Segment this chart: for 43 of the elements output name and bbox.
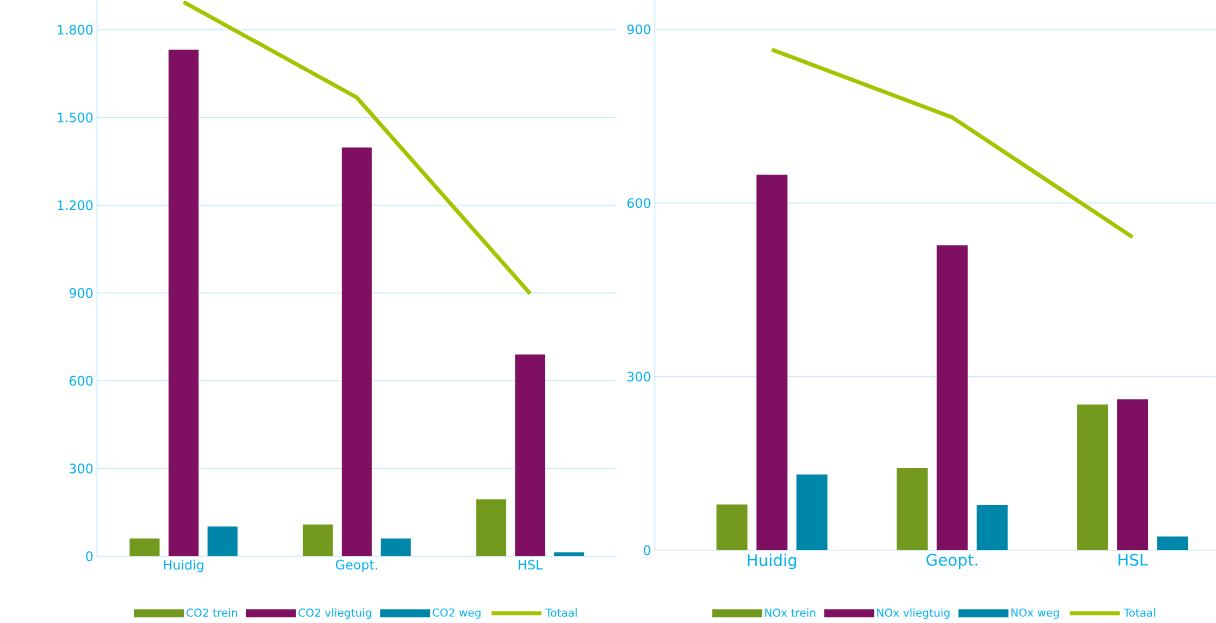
bar <box>476 499 507 557</box>
x-tick-label: Geopt. <box>335 559 378 572</box>
y-tick-label: 600 <box>627 198 651 208</box>
bar <box>380 538 411 557</box>
y-tick-label: 0 <box>86 551 93 562</box>
x-tick-label: HSL <box>518 559 543 570</box>
bar <box>1117 399 1149 551</box>
bar <box>129 538 160 557</box>
legend-label: CO2 weg <box>432 608 481 619</box>
bar <box>168 49 199 557</box>
x-tick-label: HSL <box>1118 553 1148 566</box>
bar <box>207 526 238 557</box>
y-tick-label: 0 <box>643 545 651 556</box>
legend-label: Totaal <box>1123 608 1156 617</box>
y-tick-label: 600 <box>69 375 93 386</box>
legend-label: Totaal <box>545 608 577 617</box>
legend-label: NOx trein <box>765 608 816 617</box>
x-tick-label: Huidig <box>164 559 204 573</box>
bar <box>716 504 748 551</box>
bar <box>896 467 928 551</box>
bar <box>515 354 546 557</box>
legend-label: CO2 trein <box>186 608 238 617</box>
y-tick-label: 300 <box>627 371 651 382</box>
bar <box>302 524 333 557</box>
legend-label: NOx weg <box>1011 608 1059 619</box>
bar <box>936 245 968 551</box>
bar <box>341 147 372 557</box>
y-tick-label: 900 <box>627 24 651 35</box>
y-tick-label: 300 <box>69 463 93 474</box>
y-tick-label: 1.800 <box>57 24 93 35</box>
x-tick-label: Geopt. <box>926 553 978 569</box>
y-tick-label: 1.500 <box>57 112 93 123</box>
bar <box>976 505 1008 551</box>
bar <box>1077 404 1109 551</box>
bar <box>554 552 585 557</box>
legend-label: NOx vliegtuig <box>877 608 950 619</box>
y-tick-label: 900 <box>69 288 93 298</box>
bar <box>756 174 788 551</box>
x-tick-label: Huidig <box>747 553 797 570</box>
bar <box>796 474 828 551</box>
legend-label: CO2 vliegtuig <box>298 608 372 619</box>
y-tick-label: 1.200 <box>57 200 93 211</box>
bar <box>1157 536 1189 551</box>
